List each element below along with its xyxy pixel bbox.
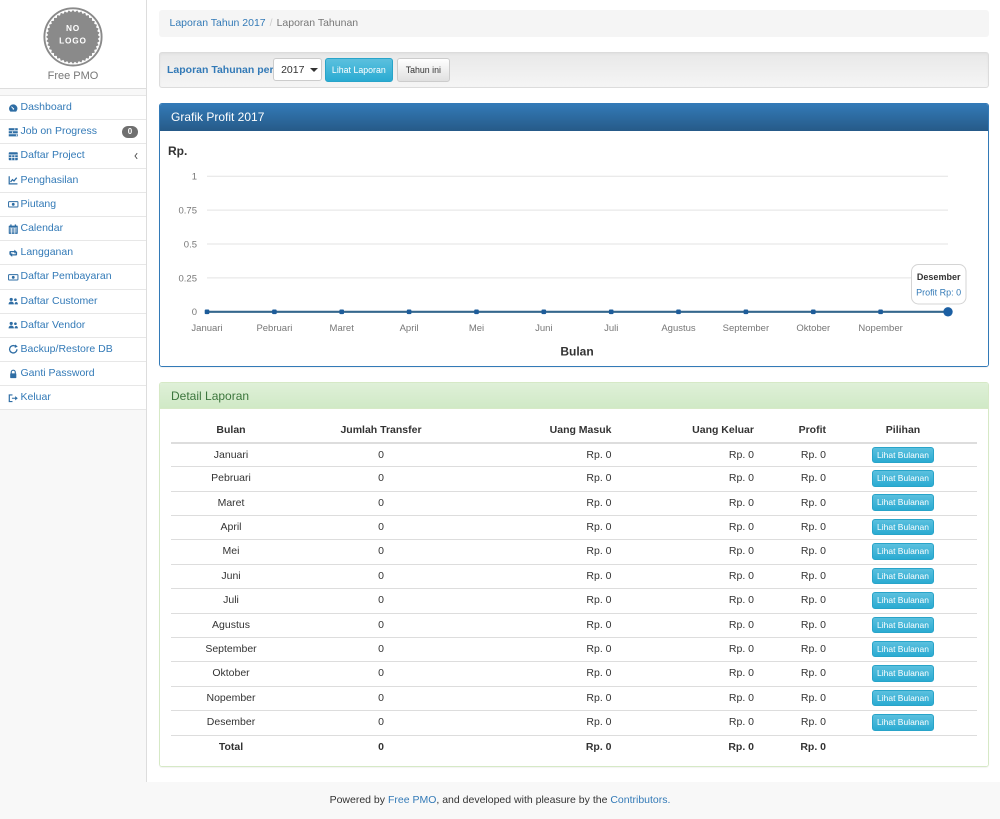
svg-text:Oktober: Oktober — [796, 323, 830, 334]
svg-text:0.75: 0.75 — [179, 205, 198, 216]
svg-text:Pebruari: Pebruari — [256, 323, 292, 334]
svg-text:Juni: Juni — [535, 323, 552, 334]
svg-text:0.5: 0.5 — [184, 239, 197, 250]
svg-text:Bulan: Bulan — [560, 344, 593, 358]
svg-text:Rp.: Rp. — [168, 144, 187, 158]
svg-text:NO: NO — [66, 23, 80, 33]
svg-text:0: 0 — [192, 307, 197, 318]
svg-text:April: April — [400, 323, 419, 334]
svg-text:Agustus: Agustus — [661, 323, 696, 334]
svg-text:Maret: Maret — [330, 323, 355, 334]
svg-text:Nopember: Nopember — [858, 323, 902, 334]
svg-text:Desember: Desember — [917, 272, 961, 282]
svg-text:September: September — [723, 323, 769, 334]
svg-text:Profit Rp: 0: Profit Rp: 0 — [916, 287, 961, 297]
svg-text:Januari: Januari — [191, 323, 222, 334]
svg-text:Mei: Mei — [469, 323, 484, 334]
svg-text:Juli: Juli — [604, 323, 618, 334]
svg-text:LOGO: LOGO — [59, 36, 87, 46]
svg-text:0.25: 0.25 — [179, 273, 198, 284]
svg-text:1: 1 — [192, 171, 197, 182]
